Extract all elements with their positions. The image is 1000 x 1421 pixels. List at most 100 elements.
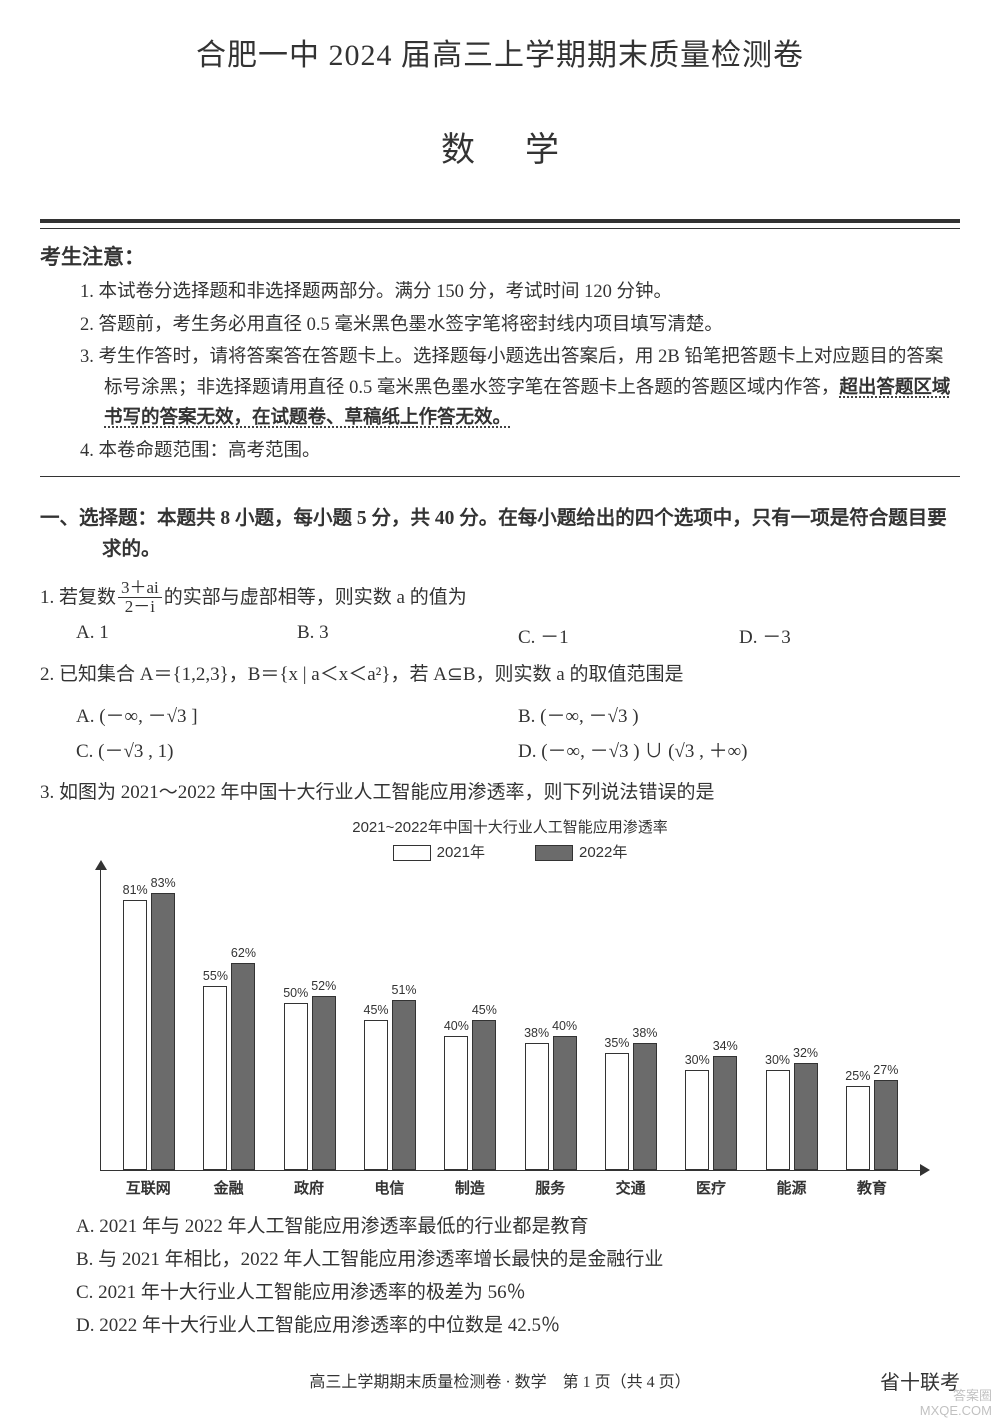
question-2: 2. 已知集合 A＝{1,2,3}，B＝{x | a＜x＜a²}，若 A⊆B，则… bbox=[40, 659, 960, 691]
bar-2021: 35% bbox=[605, 1053, 629, 1170]
bar-2021: 25% bbox=[846, 1086, 870, 1169]
q1-choices: A. 1 B. 3 C. －1 D. －3 bbox=[76, 622, 960, 649]
q1-pre: 若复数 bbox=[59, 582, 116, 614]
bar-label: 38% bbox=[524, 1026, 549, 1040]
q2-choice-b: B. (－∞, －√3 ) bbox=[518, 697, 960, 732]
bar-2022: 34% bbox=[713, 1056, 737, 1169]
x-axis-label: 制造 bbox=[430, 1177, 510, 1198]
bar-label: 45% bbox=[472, 1003, 497, 1017]
q3-choice-d: D. 2022 年十大行业人工智能应用渗透率的中位数是 42.5％ bbox=[76, 1307, 960, 1340]
chart-plot-area: 81%83%55%62%50%52%45%51%40%45%38%40%35%3… bbox=[100, 870, 920, 1171]
bar-label: 45% bbox=[364, 1003, 389, 1017]
bar-2021: 81% bbox=[123, 900, 147, 1170]
bar-label: 52% bbox=[311, 979, 336, 993]
bar-label: 50% bbox=[283, 986, 308, 1000]
page-footer: 高三上学期期末质量检测卷 · 数学 第 1 页（共 4 页） 省十联考 bbox=[40, 1368, 960, 1392]
section-1-title: 一、选择题：本题共 8 小题，每小题 5 分，共 40 分。在每小题给出的四个选… bbox=[40, 503, 960, 565]
q3-choice-b: B. 与 2021 年相比，2022 年人工智能应用渗透率增长最快的是金融行业 bbox=[76, 1241, 960, 1274]
subject-title: 数学 bbox=[40, 122, 960, 171]
bar-label: 38% bbox=[632, 1026, 657, 1040]
chart-category: 30%32% bbox=[751, 1063, 831, 1170]
bar-2022: 62% bbox=[231, 963, 255, 1170]
chart-container: 2021~2022年中国十大行业人工智能应用渗透率 2021年 2022年 81… bbox=[100, 816, 920, 1198]
bar-2021: 55% bbox=[203, 986, 227, 1169]
notice-item: 3. 考生作答时，请将答案答在答题卡上。选择题每小题选出答案后，用 2B 铅笔把… bbox=[80, 342, 960, 434]
chart-category: 40%45% bbox=[430, 1020, 510, 1170]
legend-box-2021 bbox=[393, 845, 431, 861]
x-axis-label: 服务 bbox=[510, 1177, 590, 1198]
q1-fraction: 3＋ai 2－i bbox=[118, 579, 162, 616]
watermark-line1: 答案圈 bbox=[920, 1388, 992, 1404]
q3-choice-a: A. 2021 年与 2022 年人工智能应用渗透率最低的行业都是教育 bbox=[76, 1208, 960, 1241]
q2-choice-d: D. (－∞, －√3 ) ∪ (√3 , ＋∞) bbox=[518, 732, 960, 767]
chart-x-axis: 互联网金融政府电信制造服务交通医疗能源教育 bbox=[100, 1177, 920, 1198]
bar-2022: 83% bbox=[151, 893, 175, 1170]
x-axis-label: 医疗 bbox=[671, 1177, 751, 1198]
chart-legend: 2021年 2022年 bbox=[100, 841, 920, 862]
bar-label: 35% bbox=[604, 1036, 629, 1050]
bar-label: 40% bbox=[552, 1019, 577, 1033]
bar-2022: 38% bbox=[633, 1043, 657, 1170]
x-axis-label: 能源 bbox=[751, 1177, 831, 1198]
footer-center-a: 高三上学期期末质量检测卷 · 数学 bbox=[309, 1374, 546, 1391]
footer-center-b: 第 1 页（共 4 页） bbox=[563, 1374, 691, 1391]
bar-2022: 51% bbox=[392, 1000, 416, 1170]
notice-item-text: 3. 考生作答时，请将答案答在答题卡上。选择题每小题选出答案后，用 2B 铅笔把… bbox=[80, 347, 943, 398]
bar-2022: 52% bbox=[312, 996, 336, 1169]
q1-choice-c: C. －1 bbox=[518, 622, 739, 649]
chart-category: 81%83% bbox=[109, 893, 189, 1170]
q2-choice-c: C. (－√3 , 1) bbox=[76, 732, 518, 767]
q2-choice-a: A. (－∞, －√3 ] bbox=[76, 697, 518, 732]
notice-item: 2. 答题前，考生务必用直径 0.5 毫米黑色墨水签字笔将密封线内项目填写清楚。 bbox=[80, 310, 960, 341]
bar-2021: 50% bbox=[284, 1003, 308, 1170]
bar-2022: 27% bbox=[874, 1080, 898, 1170]
bar-label: 34% bbox=[713, 1039, 738, 1053]
q3-choices: A. 2021 年与 2022 年人工智能应用渗透率最低的行业都是教育 B. 与… bbox=[76, 1208, 960, 1340]
q3-choice-c: C. 2021 年十大行业人工智能应用渗透率的极差为 56％ bbox=[76, 1274, 960, 1307]
bar-label: 83% bbox=[151, 876, 176, 890]
bar-label: 55% bbox=[203, 969, 228, 983]
x-axis-label: 交通 bbox=[590, 1177, 670, 1198]
chart-title: 2021~2022年中国十大行业人工智能应用渗透率 bbox=[100, 816, 920, 837]
bar-label: 32% bbox=[793, 1046, 818, 1060]
bar-2022: 45% bbox=[472, 1020, 496, 1170]
x-axis-label: 教育 bbox=[832, 1177, 912, 1198]
bar-label: 51% bbox=[392, 983, 417, 997]
bar-label: 40% bbox=[444, 1019, 469, 1033]
x-axis-label: 互联网 bbox=[108, 1177, 188, 1198]
chart-category: 50%52% bbox=[270, 996, 350, 1169]
q1-choice-d: D. －3 bbox=[739, 622, 960, 649]
notice-item: 4. 本卷命题范围：高考范围。 bbox=[80, 436, 960, 467]
chart-category: 35%38% bbox=[591, 1043, 671, 1170]
legend-2022: 2022年 bbox=[535, 841, 627, 862]
bar-label: 81% bbox=[123, 883, 148, 897]
notice-list: 1. 本试卷分选择题和非选择题两部分。满分 150 分，考试时间 120 分钟。… bbox=[80, 277, 960, 466]
legend-2021: 2021年 bbox=[393, 841, 485, 862]
legend-label-2022: 2022年 bbox=[579, 844, 627, 861]
bar-label: 27% bbox=[873, 1063, 898, 1077]
q2-choices: A. (－∞, －√3 ] B. (－∞, －√3 ) C. (－√3 , 1)… bbox=[76, 697, 960, 767]
bar-2021: 45% bbox=[364, 1020, 388, 1170]
chart-category: 25%27% bbox=[832, 1080, 912, 1170]
legend-label-2021: 2021年 bbox=[437, 844, 485, 861]
notice-item: 1. 本试卷分选择题和非选择题两部分。满分 150 分，考试时间 120 分钟。 bbox=[80, 277, 960, 308]
q1-post: 的实部与虚部相等，则实数 a 的值为 bbox=[164, 582, 467, 614]
bar-label: 30% bbox=[685, 1053, 710, 1067]
q1-frac-den: 2－i bbox=[118, 598, 162, 616]
watermark: 答案圈 MXQE.COM bbox=[920, 1388, 992, 1419]
notice-heading: 考生注意： bbox=[40, 241, 960, 271]
chart-category: 45%51% bbox=[350, 1000, 430, 1170]
question-3: 3. 如图为 2021～2022 年中国十大行业人工智能应用渗透率，则下列说法错… bbox=[40, 777, 960, 809]
bar-2021: 30% bbox=[766, 1070, 790, 1170]
bar-2021: 38% bbox=[525, 1043, 549, 1170]
chart-category: 38%40% bbox=[510, 1036, 590, 1169]
chart-category: 30%34% bbox=[671, 1056, 751, 1169]
q1-frac-num: 3＋ai bbox=[118, 579, 162, 598]
bar-2021: 30% bbox=[685, 1070, 709, 1170]
chart-category: 55%62% bbox=[189, 963, 269, 1170]
bar-2022: 32% bbox=[794, 1063, 818, 1170]
bar-2021: 40% bbox=[444, 1036, 468, 1169]
x-axis-label: 金融 bbox=[188, 1177, 268, 1198]
bar-2022: 40% bbox=[553, 1036, 577, 1169]
bar-label: 25% bbox=[845, 1069, 870, 1083]
